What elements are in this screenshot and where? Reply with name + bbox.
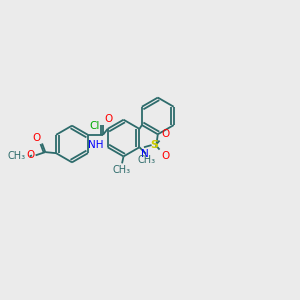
Text: CH₃: CH₃: [137, 155, 156, 165]
Text: CH₃: CH₃: [8, 152, 26, 161]
Text: CH₃: CH₃: [113, 164, 131, 175]
Text: O: O: [27, 150, 35, 160]
Text: Cl: Cl: [89, 121, 100, 131]
Text: O: O: [162, 129, 170, 139]
Text: S: S: [151, 140, 159, 150]
Text: O: O: [162, 151, 170, 161]
Text: O: O: [32, 133, 40, 142]
Text: NH: NH: [88, 140, 103, 150]
Text: N: N: [141, 149, 149, 159]
Text: O: O: [104, 114, 113, 124]
